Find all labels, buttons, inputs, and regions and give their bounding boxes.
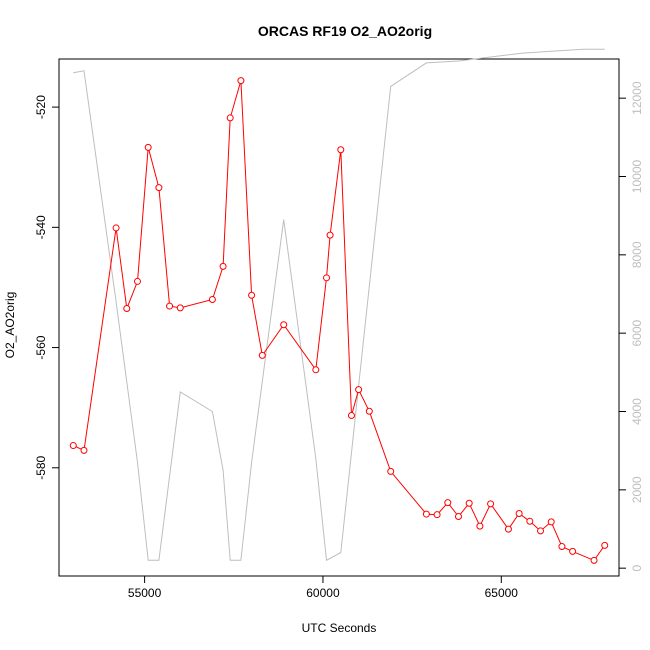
data-point [433, 511, 441, 519]
data-point [355, 386, 363, 394]
data-point [144, 143, 152, 151]
data-point [166, 302, 174, 310]
data-point [569, 547, 577, 555]
data-point [312, 366, 320, 374]
data-point [465, 499, 473, 507]
data-point [226, 114, 234, 122]
data-point [80, 446, 88, 454]
data-point [112, 224, 120, 232]
data-point [601, 541, 609, 549]
data-point [176, 304, 184, 312]
data-point [69, 442, 77, 450]
y2-tick-label: 0 [630, 565, 644, 572]
data-point [558, 543, 566, 551]
data-point [526, 517, 534, 525]
data-point [387, 467, 395, 475]
data-point [208, 295, 216, 303]
data-point [280, 321, 288, 329]
data-point [237, 77, 245, 85]
data-point [123, 304, 131, 312]
plot-frame [58, 58, 620, 577]
data-point [590, 556, 598, 564]
secondary-series-line [73, 48, 605, 562]
y2-axis: 0 2000 4000 6000 8000 10000 12000 [618, 81, 644, 572]
primary-series-line [73, 80, 606, 562]
x-axis-label: UTC Seconds [302, 621, 377, 635]
data-point [155, 184, 163, 192]
data-point [537, 527, 545, 535]
y2-tick-label: 2000 [630, 476, 644, 503]
y2-tick-label: 10000 [630, 159, 644, 193]
y-axis-label: O2_AO2orig [3, 292, 17, 359]
data-point [422, 510, 430, 518]
chart-title: ORCAS RF19 O2_AO2orig [258, 23, 432, 39]
data-point [476, 522, 484, 530]
data-point [515, 509, 523, 517]
data-point [547, 518, 555, 526]
y-tick-label: -560 [34, 335, 48, 359]
data-point [504, 525, 512, 533]
data-point [323, 274, 331, 282]
y2-tick-label: 6000 [630, 319, 644, 346]
data-point [487, 500, 495, 508]
x-tick-label: 55000 [128, 586, 162, 600]
data-point [248, 291, 256, 299]
data-point [454, 512, 462, 520]
y-axis: -580 -560 -540 -520 [34, 95, 60, 480]
y-tick-label: -520 [34, 95, 48, 119]
x-axis: 55000 60000 65000 [128, 575, 519, 600]
data-point [258, 351, 266, 359]
y-tick-label: -540 [34, 215, 48, 239]
y2-tick-label: 12000 [630, 81, 644, 115]
series-layer [69, 48, 609, 564]
data-point [444, 499, 452, 507]
data-point [347, 411, 355, 419]
data-point [219, 262, 227, 270]
x-tick-label: 65000 [485, 586, 519, 600]
y-tick-label: -580 [34, 455, 48, 479]
data-point [133, 277, 141, 285]
data-point [326, 231, 334, 239]
y2-tick-label: 8000 [630, 241, 644, 268]
x-tick-label: 60000 [306, 586, 340, 600]
data-point [337, 146, 345, 154]
y2-tick-label: 4000 [630, 398, 644, 425]
data-point [365, 407, 373, 415]
